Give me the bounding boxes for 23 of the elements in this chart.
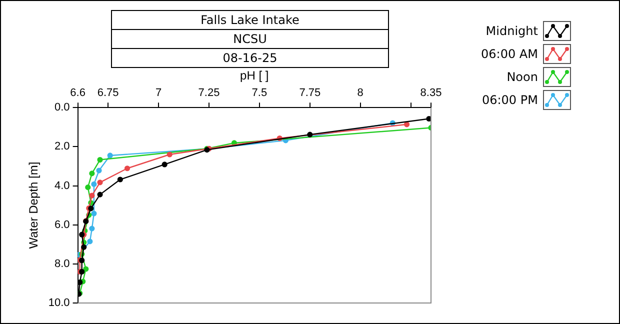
legend-label: Noon	[506, 70, 538, 84]
chart-title: Falls Lake Intake	[111, 10, 389, 29]
chart-subtitle: NCSU	[111, 29, 389, 48]
y-tick-label: 10.0	[48, 297, 70, 310]
y-tick-label: 6.0	[54, 218, 70, 231]
y-tick-label: 0.0	[54, 102, 70, 114]
x-tick-label: 6.75	[97, 87, 119, 100]
text: 08-16-25	[111, 48, 389, 68]
x-tick-label: 7.25	[198, 87, 220, 100]
y-tick-label: 2.0	[54, 140, 70, 153]
legend-label: Midnight	[486, 24, 538, 38]
y-tick-label: 8.0	[54, 258, 70, 270]
x-tick-label: 8.35	[420, 87, 442, 100]
y-tick-label: 4.0	[54, 180, 70, 192]
x-tick-label: 7	[155, 87, 162, 100]
legend-label: 06:00 AM	[481, 46, 538, 60]
x-tick-label: 8	[357, 87, 364, 100]
x-tick-label: 7.5	[252, 87, 268, 100]
y-axis-title: Water Depth [m]	[26, 162, 41, 249]
x-axis-title: pH [ ]	[240, 68, 269, 83]
legend-label: 06:00 PM	[482, 92, 538, 106]
x-tick-label: 7.75	[299, 87, 321, 100]
x-tick-label: 6.6	[70, 87, 86, 100]
